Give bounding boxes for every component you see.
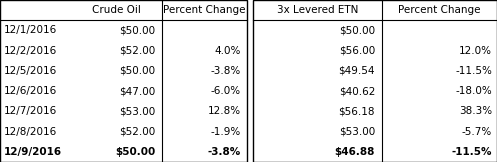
Text: -3.8%: -3.8% [211,66,241,76]
Text: $50.00: $50.00 [115,147,155,157]
Text: 38.3%: 38.3% [459,106,492,116]
Text: 12/6/2016: 12/6/2016 [4,86,57,96]
Text: $46.88: $46.88 [334,147,375,157]
Text: $52.00: $52.00 [119,127,155,137]
Text: Crude Oil: Crude Oil [91,5,141,15]
Text: 12/7/2016: 12/7/2016 [4,106,57,116]
Text: Percent Change: Percent Change [398,5,481,15]
Text: $53.00: $53.00 [119,106,155,116]
Text: 12/5/2016: 12/5/2016 [4,66,57,76]
Text: -6.0%: -6.0% [211,86,241,96]
Text: 12/8/2016: 12/8/2016 [4,127,57,137]
Text: $49.54: $49.54 [338,66,375,76]
Text: -11.5%: -11.5% [455,66,492,76]
Text: -18.0%: -18.0% [455,86,492,96]
Text: -3.8%: -3.8% [208,147,241,157]
Text: 12.8%: 12.8% [208,106,241,116]
Text: 12.0%: 12.0% [459,46,492,56]
Text: 4.0%: 4.0% [215,46,241,56]
Text: $52.00: $52.00 [119,46,155,56]
Text: $50.00: $50.00 [119,25,155,35]
Bar [253,0,497,162]
Text: $53.00: $53.00 [339,127,375,137]
Text: $40.62: $40.62 [338,86,375,96]
Text: $50.00: $50.00 [119,66,155,76]
Text: $56.18: $56.18 [338,106,375,116]
Text: Percent Change: Percent Change [163,5,246,15]
Text: -1.9%: -1.9% [211,127,241,137]
Text: 12/2/2016: 12/2/2016 [4,46,57,56]
Text: -5.7%: -5.7% [462,127,492,137]
Text: 12/1/2016: 12/1/2016 [4,25,57,35]
Text: $50.00: $50.00 [339,25,375,35]
Text: 3x Levered ETN: 3x Levered ETN [277,5,358,15]
Text: 12/9/2016: 12/9/2016 [4,147,62,157]
Text: $47.00: $47.00 [119,86,155,96]
Text: -11.5%: -11.5% [451,147,492,157]
Text: $56.00: $56.00 [339,46,375,56]
Bar [0,0,247,162]
